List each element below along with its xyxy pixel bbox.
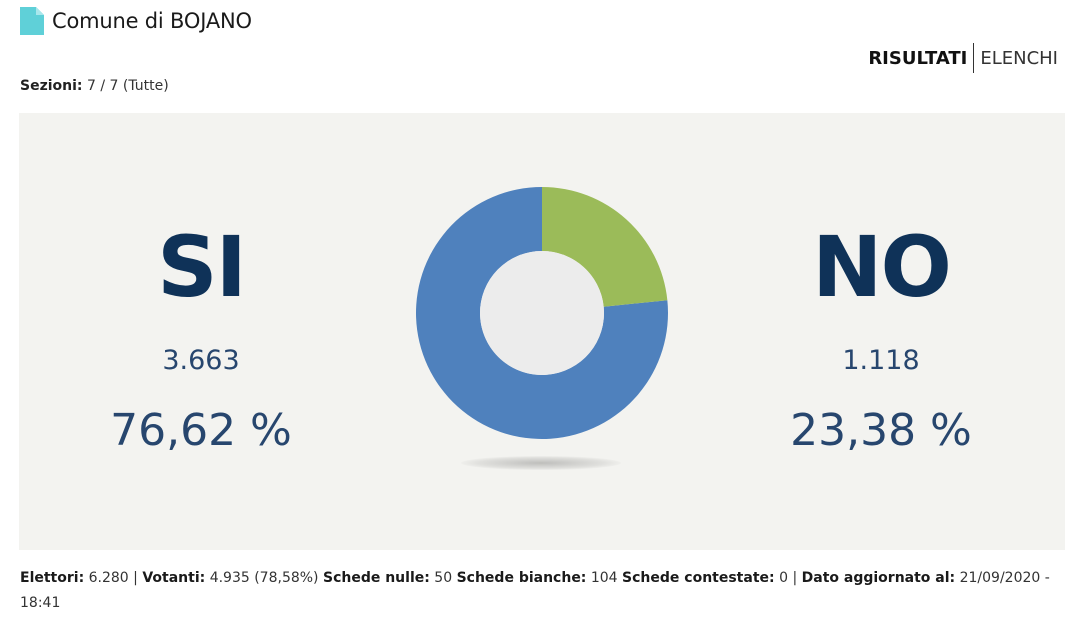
results-panel: SI 3.663 76,62 % NO 1.118 23,38 % xyxy=(19,113,1065,550)
sections-value: 7 / 7 (Tutte) xyxy=(86,78,169,94)
document-icon xyxy=(20,7,44,35)
turnout-summary: Elettori: 6.280 | Votanti: 4.935 (78,58%… xyxy=(20,570,1050,611)
sections-info: Sezioni: 7 / 7 (Tutte) xyxy=(20,78,169,94)
donut-slice-si xyxy=(416,187,668,439)
yes-label: SI xyxy=(157,218,247,316)
elettori-value: 6.280 xyxy=(88,570,129,586)
contestate-value: 0 xyxy=(779,570,788,586)
view-tabs: RISULTATI ELENCHI xyxy=(868,43,1058,73)
sections-label: Sezioni: xyxy=(20,78,83,94)
tab-risultati[interactable]: RISULTATI xyxy=(868,47,968,69)
tab-elenchi[interactable]: ELENCHI xyxy=(980,47,1058,69)
aggiornato-value: 21/09/2020 - 18:41 xyxy=(20,570,1050,611)
no-label: NO xyxy=(812,218,952,316)
yes-votes: 3.663 xyxy=(162,345,240,376)
donut-hole xyxy=(480,251,604,375)
bianche-label: Schede bianche: xyxy=(456,570,587,586)
chart-shadow xyxy=(461,456,621,470)
page-header: Comune di BOJANO xyxy=(20,6,252,36)
nulle-value: 50 xyxy=(434,570,453,586)
nulle-label: Schede nulle: xyxy=(322,570,430,586)
no-votes: 1.118 xyxy=(842,345,920,376)
votanti-label: Votanti: xyxy=(142,570,206,586)
elettori-label: Elettori: xyxy=(20,570,85,586)
votanti-value: 4.935 (78,58%) xyxy=(209,570,319,586)
results-donut-chart xyxy=(416,187,668,439)
aggiornato-label: Dato aggiornato al: xyxy=(801,570,956,586)
yes-percent: 76,62 % xyxy=(110,405,292,456)
contestate-label: Schede contestate: xyxy=(622,570,775,586)
bianche-value: 104 xyxy=(590,570,618,586)
donut-slice-no xyxy=(542,187,668,307)
tab-divider xyxy=(973,43,975,73)
page-title: Comune di BOJANO xyxy=(52,9,252,33)
no-percent: 23,38 % xyxy=(790,405,972,456)
